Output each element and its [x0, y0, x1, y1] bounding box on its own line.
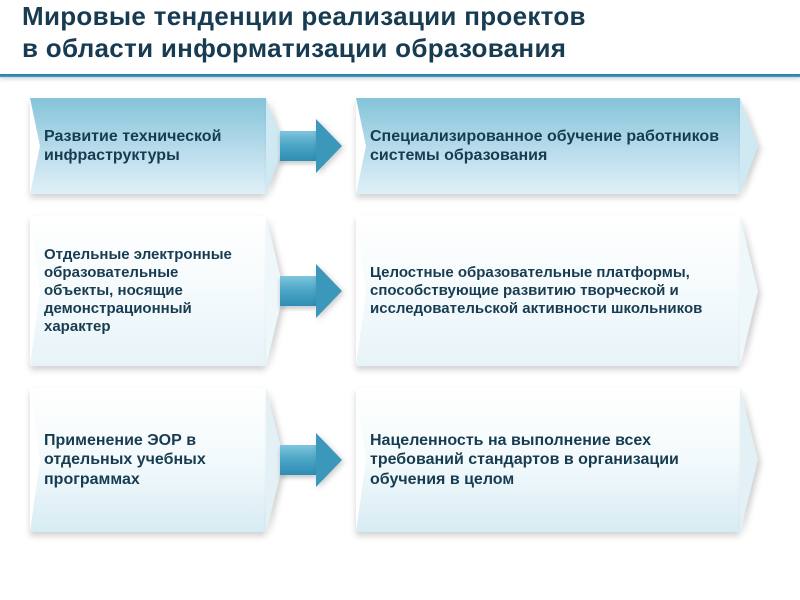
trend-row-2-left-box: Отдельные электронные образовательные об…	[30, 216, 266, 366]
trend-row-1-right-text: Специализированное обучение работников с…	[370, 127, 722, 165]
arrow-shaft	[280, 445, 316, 475]
arrow-head	[316, 433, 342, 487]
title-line-2: в области информатизации образования	[22, 32, 778, 64]
trend-row-1-left-box: Развитие технической инфраструктуры	[30, 98, 266, 194]
trend-row-1-right-box: Специализированное обучение работников с…	[356, 98, 740, 194]
trends-rows: Развитие технической инфраструктуры Спец…	[30, 98, 770, 554]
trend-row-3-left-text: Применение ЭОР в отдельных учебных прогр…	[44, 431, 248, 489]
arrow-head	[316, 264, 342, 318]
trend-row-2: Отдельные электронные образовательные об…	[30, 216, 770, 366]
trend-row-2-right-box: Целостные образовательные платформы, спо…	[356, 216, 740, 366]
trend-row-2-right-text: Целостные образовательные платформы, спо…	[370, 264, 722, 318]
arrow-shaft	[280, 131, 316, 161]
title-line-1: Мировые тенденции реализации проектов	[22, 0, 778, 32]
trend-row-3-right-text: Нацеленность на выполнение всех требован…	[370, 431, 722, 489]
trend-row-1-left-text: Развитие технической инфраструктуры	[44, 127, 248, 165]
slide-title: Мировые тенденции реализации проектов в …	[22, 0, 778, 64]
arrow-icon	[266, 98, 356, 194]
trend-row-2-left-text: Отдельные электронные образовательные об…	[44, 246, 248, 336]
title-underline	[0, 74, 800, 78]
trend-row-1: Развитие технической инфраструктуры Спец…	[30, 98, 770, 194]
arrow-shaft	[280, 276, 316, 306]
trend-row-3-left-box: Применение ЭОР в отдельных учебных прогр…	[30, 388, 266, 532]
trend-row-3-right-box: Нацеленность на выполнение всех требован…	[356, 388, 740, 532]
arrow-icon	[266, 216, 356, 366]
trend-row-3: Применение ЭОР в отдельных учебных прогр…	[30, 388, 770, 532]
arrow-icon	[266, 388, 356, 532]
arrow-head	[316, 119, 342, 173]
